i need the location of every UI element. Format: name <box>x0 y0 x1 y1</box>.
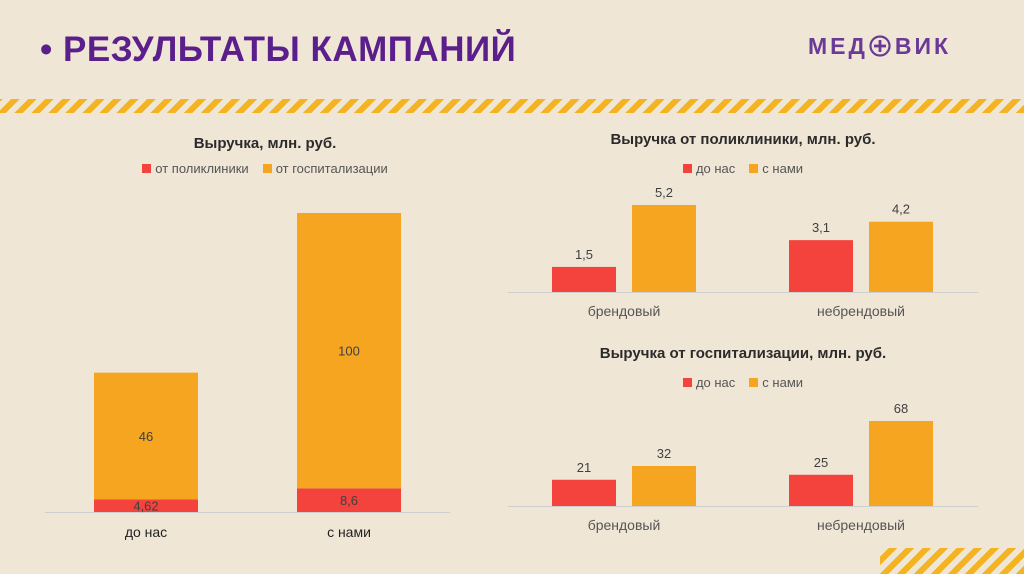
chart2-legend: до нас с нами <box>508 161 978 176</box>
chart3-data-label: 25 <box>814 455 828 470</box>
chart3-bar-red <box>789 474 853 506</box>
chart3-category-label: брендовый <box>588 517 661 533</box>
legend-swatch-orange <box>749 378 759 387</box>
chart2-data-label: 1,5 <box>575 247 593 262</box>
chart1-category-label: до нас <box>125 524 167 540</box>
legend-swatch-red <box>682 378 692 387</box>
chart2-bar-red <box>552 266 616 292</box>
legend-swatch-orange <box>749 164 759 173</box>
medical-cross-icon <box>869 35 891 57</box>
legend-label: с нами <box>762 375 804 390</box>
legend-label: от поликлиники <box>155 161 249 176</box>
page-title: • РЕЗУЛЬТАТЫ КАМПАНИЙ <box>40 30 516 70</box>
chart2-bar-red <box>789 240 853 292</box>
chart3-category-label: небрендовый <box>817 517 905 533</box>
chart2-data-label: 5,2 <box>655 185 673 200</box>
chart1-data-label: 4,62 <box>133 499 158 514</box>
chart1-bar-orange <box>94 372 198 500</box>
chart1-title: Выручка, млн. руб. <box>193 135 337 152</box>
chart2-category-label: брендовый <box>588 303 661 319</box>
title-text: РЕЗУЛЬТАТЫ КАМПАНИЙ <box>63 30 517 69</box>
logo-text-left: МЕД <box>808 32 868 59</box>
chart3-bar-red <box>552 479 616 506</box>
chart1-bar-orange <box>297 213 401 489</box>
title-bullet: • <box>40 30 53 69</box>
legend-label: с нами <box>762 161 804 176</box>
brand-logo: МЕД ВИК <box>808 32 951 60</box>
legend-label: до нас <box>695 375 736 390</box>
chart3-data-label: 21 <box>577 460 591 475</box>
legend-item: с нами <box>749 375 803 390</box>
chart3-bar-orange <box>632 466 696 506</box>
decorative-stripe <box>0 99 1024 113</box>
chart2-title: Выручка от поликлиники, млн. руб. <box>610 131 876 148</box>
logo-text-right: ВИК <box>894 32 952 59</box>
chart3-legend: до нас с нами <box>508 375 978 390</box>
chart1-data-label: 100 <box>338 344 360 359</box>
chart2-bar-orange <box>869 221 933 292</box>
chart3-data-label: 68 <box>894 401 908 416</box>
chart3-title: Выручка от госпитализации, млн. руб. <box>599 345 887 362</box>
legend-swatch-orange <box>262 164 272 173</box>
legend-swatch-red <box>142 164 152 173</box>
chart2-data-label: 3,1 <box>812 220 830 235</box>
chart2-category-label: небрендовый <box>817 303 905 319</box>
legend-item: до нас <box>682 375 736 390</box>
chart1-bar-red <box>94 499 198 512</box>
decorative-stripe-corner <box>880 548 1024 574</box>
legend-swatch-red <box>682 164 692 173</box>
legend-label: от госпитализации <box>275 161 388 176</box>
legend-item: до нас <box>682 161 736 176</box>
chart2-data-label: 4,2 <box>892 202 910 217</box>
chart1-legend: от поликлиники от госпитализации <box>40 161 490 176</box>
legend-label: до нас <box>695 161 736 176</box>
chart1-category-label: с нами <box>327 524 371 540</box>
chart3-data-label: 32 <box>657 446 671 461</box>
legend-item: от госпитализации <box>262 161 388 176</box>
chart1-data-label: 8,6 <box>340 493 358 508</box>
chart1-data-label: 46 <box>139 429 153 444</box>
legend-item: от поликлиники <box>142 161 249 176</box>
chart3-bar-orange <box>869 421 933 506</box>
legend-item: с нами <box>749 161 803 176</box>
chart1-bar-red <box>297 488 401 512</box>
chart2-bar-orange <box>632 205 696 292</box>
